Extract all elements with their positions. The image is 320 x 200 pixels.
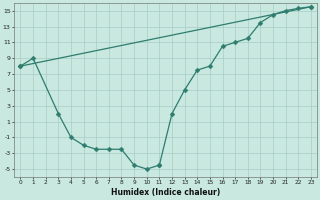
X-axis label: Humidex (Indice chaleur): Humidex (Indice chaleur) bbox=[111, 188, 220, 197]
